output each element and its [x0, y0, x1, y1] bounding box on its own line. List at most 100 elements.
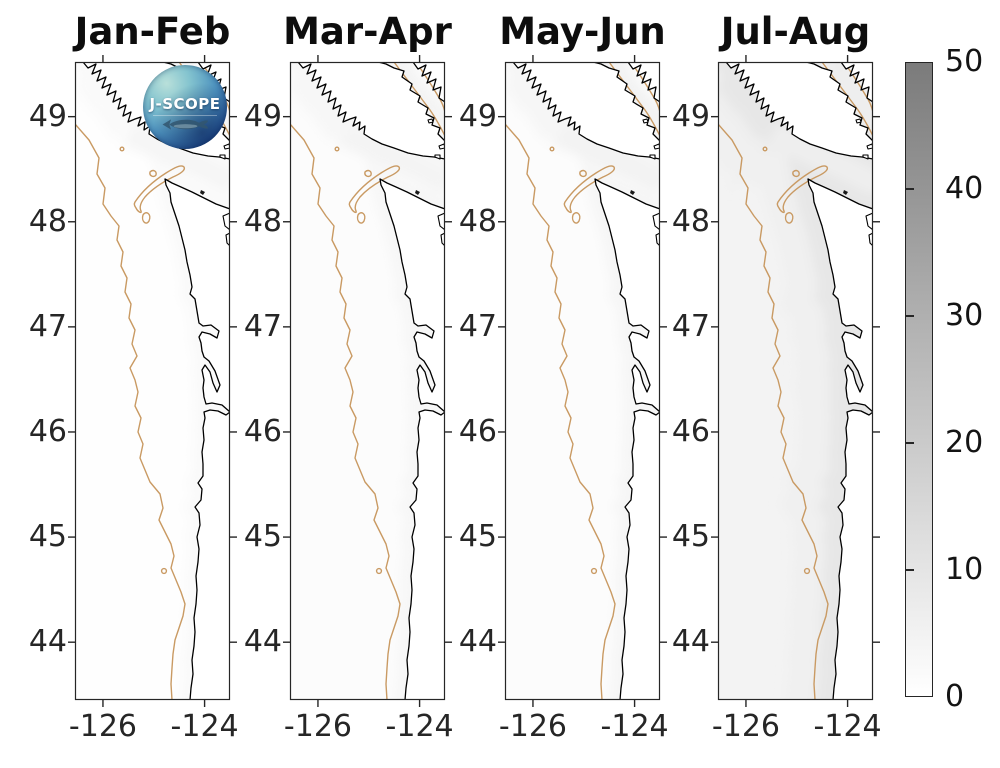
- panel-title: May-Jun: [499, 10, 666, 53]
- islet-dot: [630, 190, 635, 195]
- washington-oregon-land: [807, 178, 873, 700]
- colorbar-tick-label: 0: [945, 679, 965, 714]
- y-tick-label: 45: [243, 519, 282, 555]
- washington-oregon-land: [594, 178, 660, 700]
- closed-contour-dot: [590, 567, 598, 575]
- canyon-side-oval-contour: [141, 212, 151, 224]
- map-panel-4: Jul-Aug: [672, 10, 882, 744]
- map-svg: [498, 55, 667, 707]
- closed-contour-dot: [119, 146, 125, 152]
- vancouver-island-land: [512, 62, 660, 160]
- vancouver-island-land: [297, 62, 445, 160]
- colorbar-tick-label: 50: [945, 44, 984, 79]
- colorbar-tick: [906, 315, 914, 317]
- panel-border: [717, 61, 874, 701]
- x-tick-label: -126: [498, 709, 567, 744]
- y-tick-label: 47: [458, 308, 497, 344]
- x-tick-label: -126: [283, 709, 352, 744]
- y-tick-label: 47: [28, 308, 67, 344]
- y-tick-label: 47: [671, 308, 710, 344]
- vancouver-island-land: [725, 62, 873, 160]
- jscope-logo-text: J-SCOPE: [143, 95, 227, 116]
- islet-dot: [843, 190, 848, 195]
- x-tick-label: -126: [711, 709, 780, 744]
- y-tick-label: 49: [243, 98, 282, 134]
- map-panel-3: May-Jun 4: [459, 10, 669, 744]
- panel-border: [504, 61, 661, 701]
- washington-oregon-land: [379, 178, 445, 700]
- y-tick-label: 48: [671, 203, 710, 239]
- panel-border: [289, 61, 446, 701]
- y-tick-label: 49: [28, 98, 67, 134]
- georgia-strait-contour: [415, 62, 445, 113]
- bathymetry-contour-main: [290, 123, 401, 700]
- closed-contour-dot: [160, 567, 168, 575]
- x-tick-label: -126: [68, 709, 137, 744]
- colorbar-tick: [906, 442, 914, 444]
- y-tick-label: 49: [458, 98, 497, 134]
- canyon-inner-loop-contour: [792, 169, 800, 178]
- georgia-strait-contour: [821, 62, 873, 137]
- y-tick-label: 48: [458, 203, 497, 239]
- y-tick-label: 46: [28, 413, 67, 449]
- canyon-side-oval-contour: [356, 212, 366, 224]
- y-tick-label: 44: [671, 624, 710, 660]
- canyon-inner-loop-contour: [579, 169, 587, 178]
- closed-contour-dot: [375, 567, 383, 575]
- x-tick-label: -124: [813, 709, 882, 744]
- x-tick-label: -124: [170, 709, 239, 744]
- islet-dot: [200, 190, 205, 195]
- panel-title: Jul-Aug: [720, 10, 871, 53]
- juan-de-fuca-canyon-contour: [563, 165, 616, 214]
- mainland-bc-land: [412, 62, 445, 103]
- colorbar-tick-label: 20: [945, 425, 984, 460]
- y-tick-label: 45: [671, 519, 710, 555]
- y-tick-label: 45: [458, 519, 497, 555]
- colorbar-tick: [906, 188, 914, 190]
- jscope-logo: J-SCOPE: [143, 65, 227, 149]
- colorbar-tick-label: 10: [945, 552, 984, 587]
- map-svg: [68, 55, 237, 707]
- y-tick-label: 48: [243, 203, 282, 239]
- panel-title: Mar-Apr: [283, 10, 452, 53]
- colorbar-tick-label: 30: [945, 298, 984, 333]
- islet-dot: [415, 190, 420, 195]
- bathymetry-contour-main: [75, 123, 186, 700]
- map-panel-2: Mar-Apr 4: [244, 10, 454, 744]
- x-tick-label: -124: [385, 709, 454, 744]
- colorbar-tick: [906, 569, 914, 571]
- closed-contour-dot: [549, 146, 555, 152]
- y-tick-label: 46: [671, 413, 710, 449]
- canyon-side-oval-contour: [571, 212, 581, 224]
- closed-contour-dot: [334, 146, 340, 152]
- map-panel-1: Jan-Feb: [29, 10, 239, 744]
- canyon-inner-loop-contour: [364, 169, 372, 178]
- bathymetry-contour-main: [505, 123, 616, 700]
- mainland-bc-land: [627, 62, 660, 103]
- map-svg: [711, 55, 880, 707]
- y-tick-label: 46: [243, 413, 282, 449]
- y-tick-label: 44: [243, 624, 282, 660]
- juan-de-fuca-canyon-contour: [348, 165, 401, 214]
- georgia-strait-contour: [630, 62, 660, 113]
- mainland-bc-land: [840, 62, 873, 103]
- land: [725, 62, 873, 700]
- bathymetry-contours: [718, 62, 873, 700]
- closed-contour-dot: [762, 146, 768, 152]
- y-tick-label: 44: [28, 624, 67, 660]
- y-tick-label: 44: [458, 624, 497, 660]
- panel-title: Jan-Feb: [74, 10, 231, 53]
- bathymetry-contours: [290, 62, 445, 700]
- georgia-strait-contour: [843, 62, 873, 113]
- juan-de-fuca-canyon-contour: [133, 165, 186, 214]
- y-tick-label: 45: [28, 519, 67, 555]
- y-tick-label: 49: [671, 98, 710, 134]
- juan-de-fuca-canyon-contour: [776, 165, 829, 214]
- land: [297, 62, 445, 700]
- bathymetry-contour-main: [718, 123, 829, 700]
- y-tick-label: 46: [458, 413, 497, 449]
- map-svg: [283, 55, 452, 707]
- panel-border: [74, 61, 231, 701]
- x-tick-label: -124: [600, 709, 669, 744]
